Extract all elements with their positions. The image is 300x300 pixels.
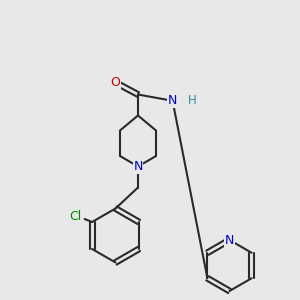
Text: Cl: Cl <box>70 209 82 223</box>
Text: O: O <box>111 76 120 89</box>
Text: N: N <box>225 233 234 247</box>
Text: N: N <box>168 94 177 107</box>
Text: H: H <box>188 94 196 107</box>
Text: N: N <box>133 160 143 173</box>
